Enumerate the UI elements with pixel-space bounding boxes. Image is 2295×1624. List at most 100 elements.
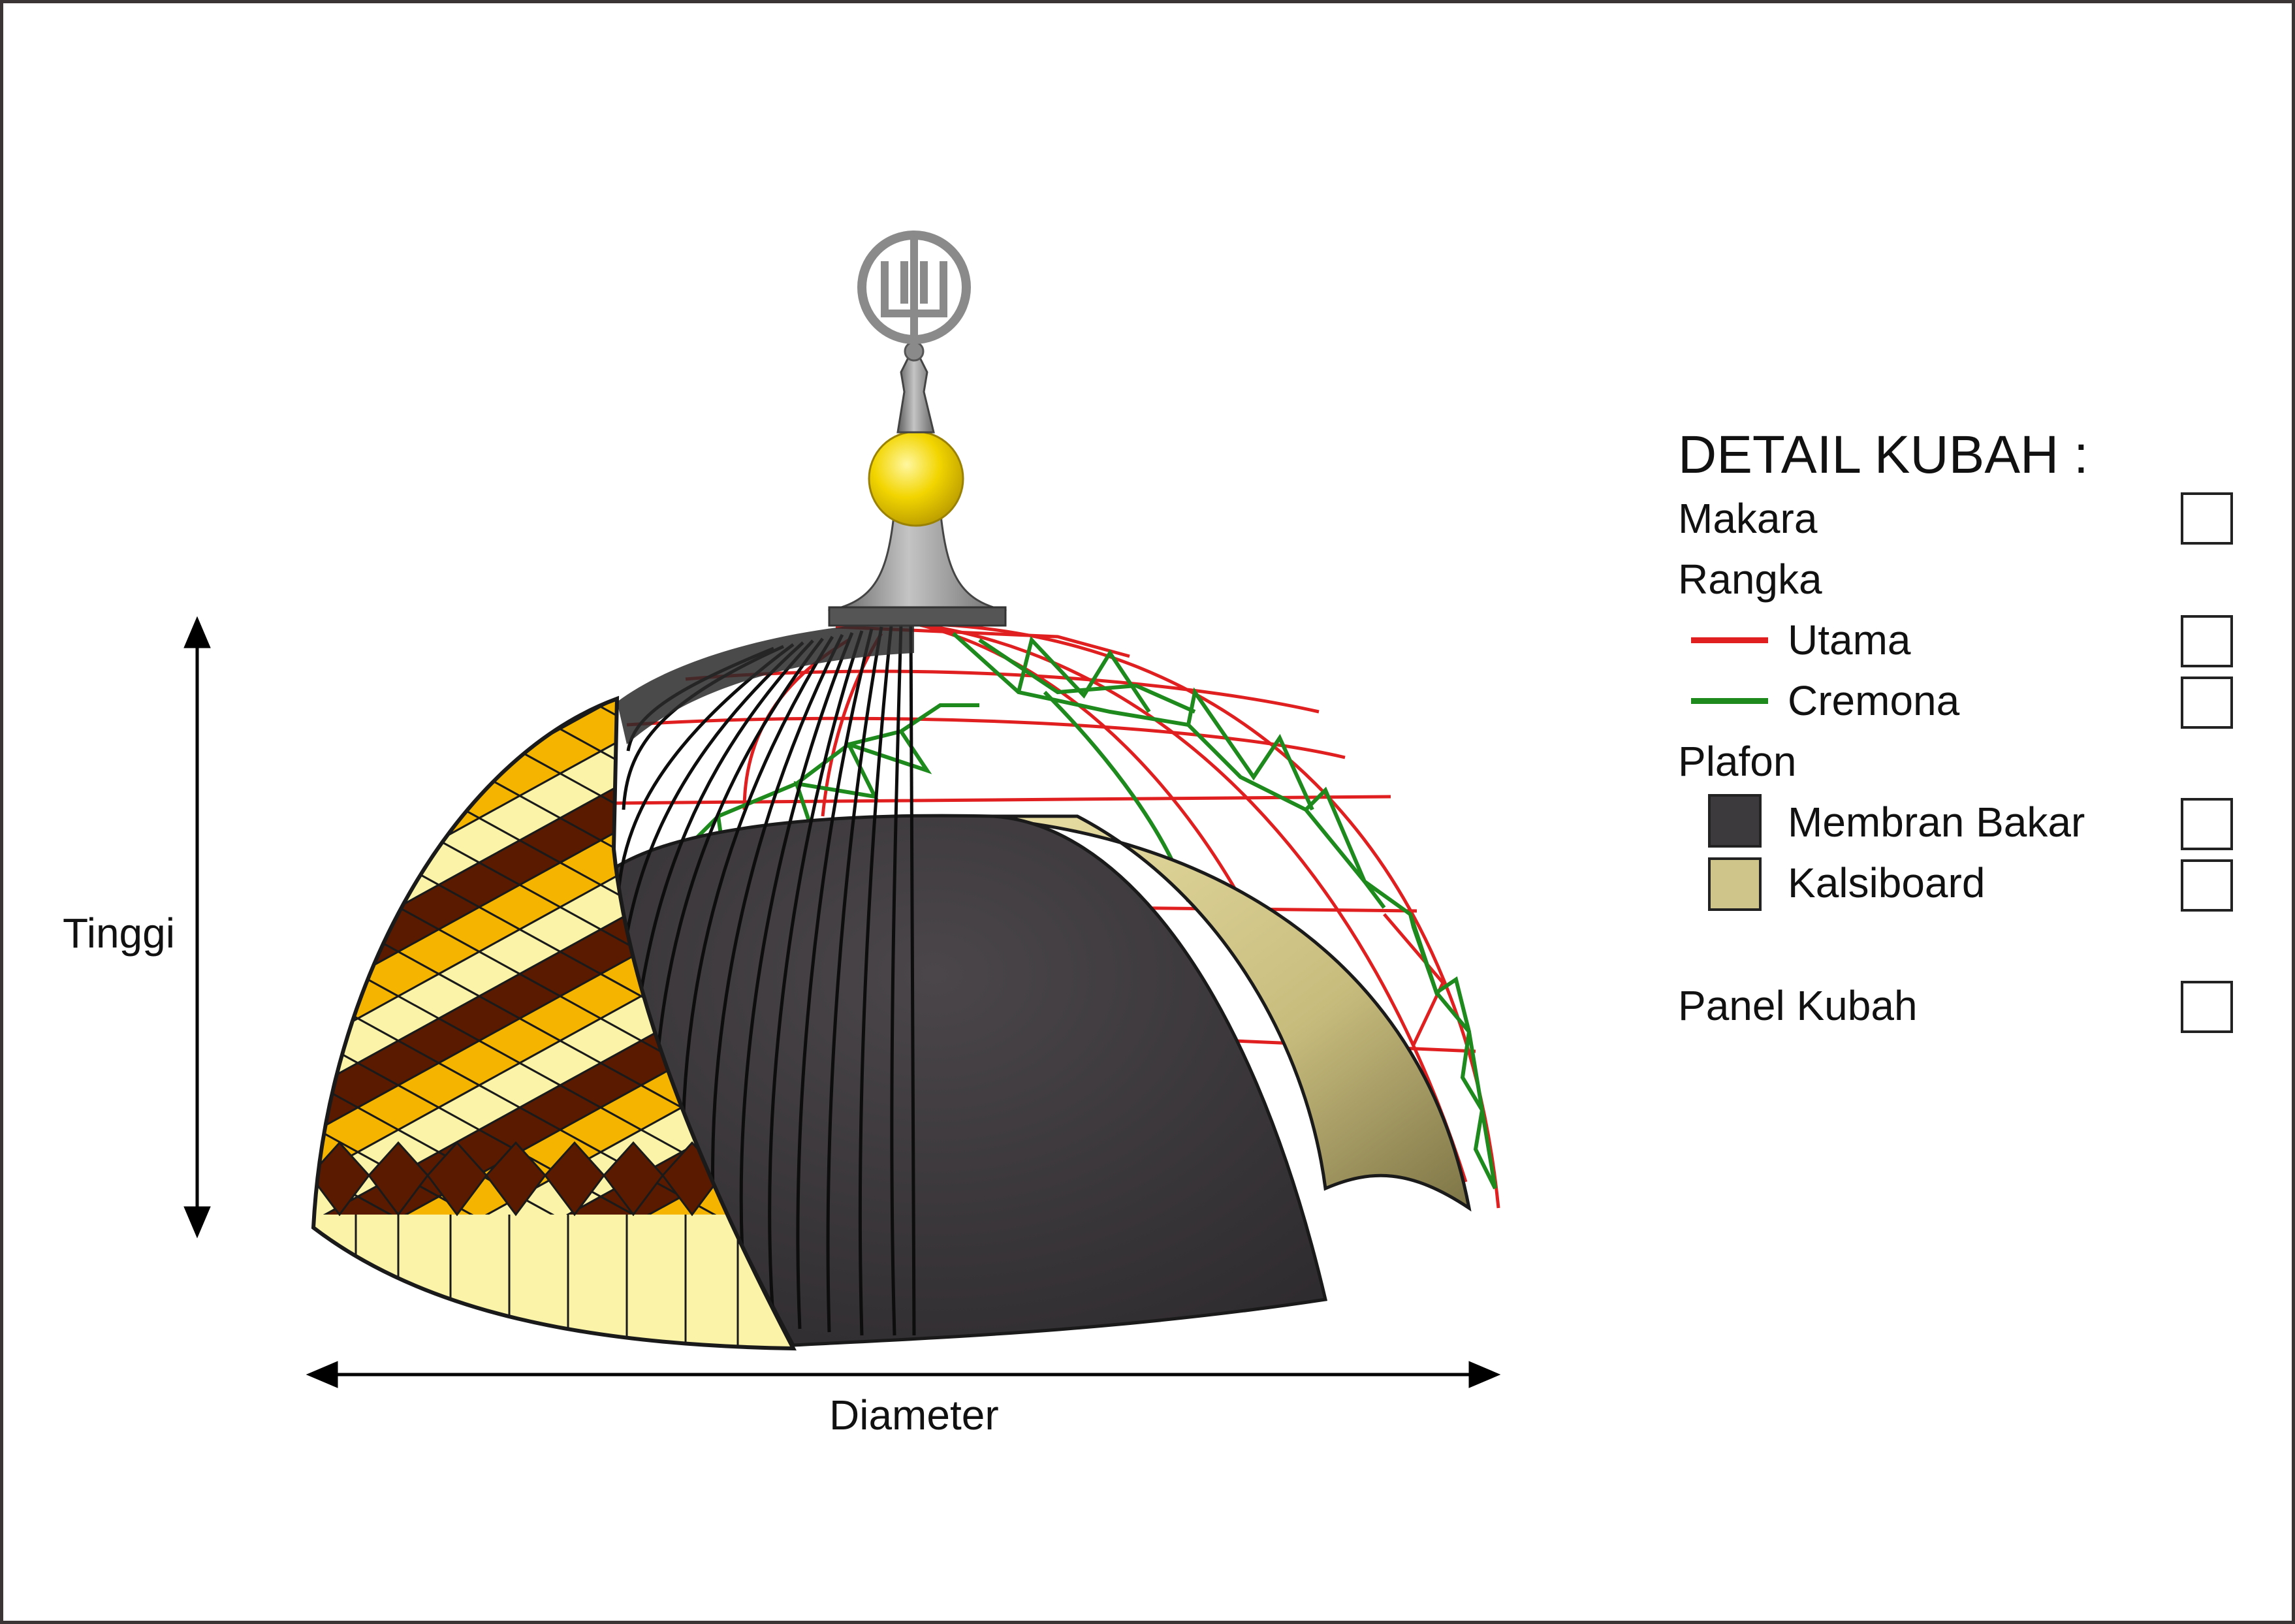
- panel-tile: [0, 1130, 34, 1174]
- panel-tile: [34, 996, 115, 1041]
- utama-checkbox[interactable]: [2181, 615, 2233, 667]
- panel-tile: [0, 1063, 74, 1107]
- makara-checkbox[interactable]: [2181, 492, 2233, 545]
- panel-tile: [313, 884, 320, 931]
- legend-item-cremona: Cremona: [1788, 677, 1960, 724]
- panel-tile: [313, 928, 320, 976]
- panel-tile: [115, 462, 196, 506]
- panel-tile: [236, 484, 317, 528]
- panel-tile: [236, 529, 317, 573]
- panel-tile: [115, 818, 196, 863]
- panel-tile: [313, 839, 320, 886]
- panel-tile: [34, 506, 115, 550]
- panel-tile: [74, 529, 155, 573]
- panel-tile: [313, 772, 360, 820]
- panel-tile: [313, 699, 360, 731]
- panel-tile: [236, 573, 317, 618]
- panel-tile: [0, 707, 74, 751]
- panel-tile: [115, 1085, 196, 1130]
- panel-tile: [355, 699, 441, 731]
- panel-tile: [115, 596, 196, 640]
- panel-tile: [479, 618, 560, 662]
- legend-item-makara: Makara: [1678, 495, 1818, 542]
- panel-tile: [74, 707, 155, 751]
- cremona-checkbox[interactable]: [2181, 677, 2233, 729]
- panel-tile: [313, 1151, 320, 1198]
- panel-tile: [115, 1174, 196, 1218]
- panel-tile: [74, 796, 155, 840]
- utama-line-swatch: [1691, 637, 1768, 643]
- panel-tile: [115, 684, 196, 729]
- panel-tile: [74, 618, 155, 662]
- panel-tile: [0, 752, 74, 796]
- panel-tile: [0, 774, 34, 818]
- legend-item-rangka: Rangka: [1678, 556, 1822, 603]
- panel-tile: [0, 551, 34, 596]
- panel-tile: [155, 573, 236, 618]
- panel-tile: [115, 774, 196, 818]
- panel-tile: [720, 750, 793, 797]
- panel-tile: [74, 573, 155, 618]
- panel-tile: [0, 1241, 74, 1286]
- panel-tile: [358, 640, 439, 684]
- panel-tile: [313, 861, 360, 908]
- panel-tile: [34, 1130, 115, 1174]
- panel-tile: [196, 907, 277, 951]
- panel-tile: [0, 1041, 34, 1085]
- panel-tile: [0, 907, 34, 951]
- panel-tile: [34, 863, 115, 907]
- makara: [828, 231, 1007, 627]
- panel-tile: [355, 772, 441, 820]
- panel-tile: [196, 1085, 277, 1130]
- panel-tile: [313, 1106, 320, 1154]
- panel-tile: [34, 774, 115, 818]
- panel-tile: [34, 951, 115, 996]
- panel-tile: [317, 529, 398, 573]
- height-label: Tinggi: [63, 910, 175, 957]
- panel-tile: [196, 684, 277, 729]
- panel-tile: [196, 1130, 277, 1174]
- panel-tile: [196, 1219, 277, 1264]
- panel-tile: [0, 684, 34, 729]
- panel-tile: [315, 699, 401, 709]
- panel-tile: [313, 1239, 320, 1287]
- panel-tile: [115, 1219, 196, 1264]
- panel-tile: [396, 699, 482, 709]
- panel-tile: [313, 906, 360, 953]
- panel-tile: [155, 439, 236, 484]
- panel-tile: [74, 1197, 155, 1241]
- panel-tile: [115, 1130, 196, 1174]
- panel-tile: [155, 529, 236, 573]
- panel-tile: [277, 551, 358, 596]
- membran-bakar-checkbox[interactable]: [2181, 798, 2233, 850]
- legend-item-membran-bakar: Membran Bakar: [1788, 799, 2085, 846]
- panel-tile: [313, 750, 320, 797]
- panel-tile: [0, 729, 34, 773]
- panel-tile: [34, 1219, 115, 1264]
- panel-tile: [315, 839, 401, 886]
- panel-tile: [74, 1019, 155, 1063]
- panel-tile: [315, 750, 401, 797]
- legend-item-plafon: Plafon: [1678, 738, 1797, 785]
- kalsiboard-checkbox[interactable]: [2181, 859, 2233, 912]
- panel-tile: [317, 618, 398, 662]
- panel-tile: [196, 774, 277, 818]
- panel-tile: [196, 951, 277, 996]
- panel-tile: [34, 1085, 115, 1130]
- panel-tile: [0, 529, 74, 573]
- panel-tile: [196, 462, 277, 506]
- panel-tile: [315, 705, 401, 753]
- panel-tile: [155, 1241, 236, 1286]
- panel-tile: [396, 750, 482, 797]
- panel-tile: [74, 484, 155, 528]
- panel-tile: [0, 996, 34, 1041]
- panel-tile: [313, 995, 360, 1042]
- panel-kubah-checkbox[interactable]: [2181, 981, 2233, 1033]
- panel-tile: [0, 1107, 74, 1152]
- panel-tile: [0, 1019, 74, 1063]
- panel-tile: [313, 727, 360, 775]
- panel-tile: [313, 1195, 320, 1243]
- panel-tile: [196, 729, 277, 773]
- panel-tile: [74, 752, 155, 796]
